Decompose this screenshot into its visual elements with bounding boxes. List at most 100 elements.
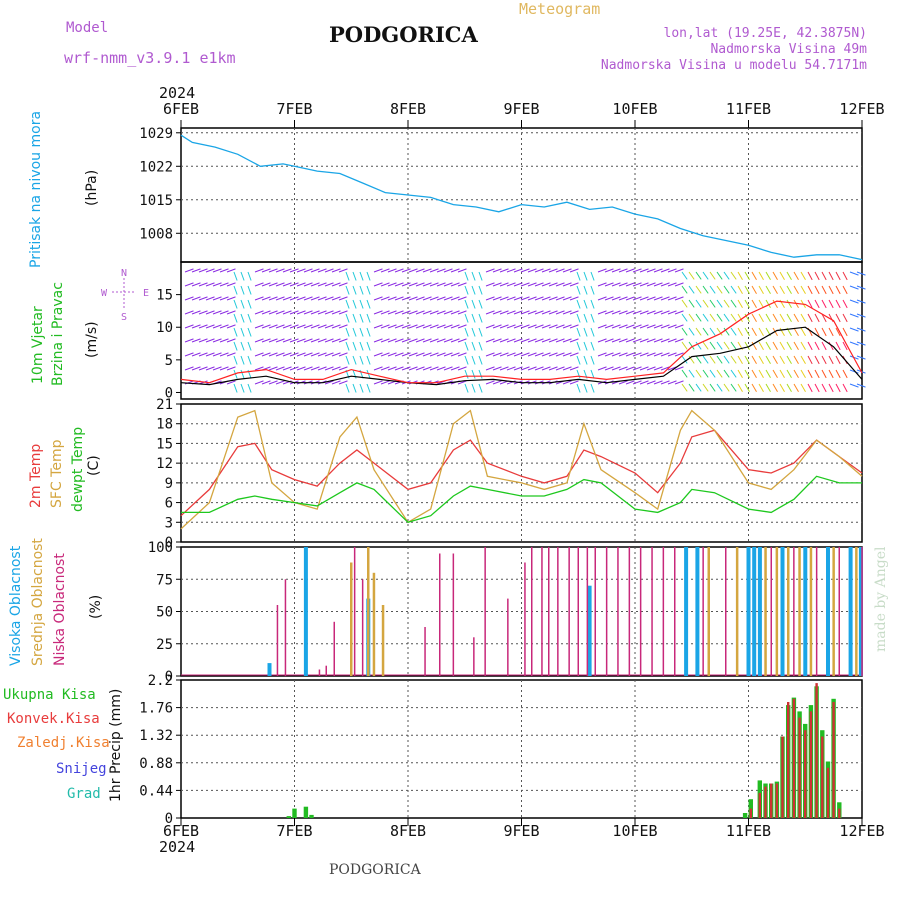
wind-arrow — [527, 268, 537, 273]
wind-arrow — [457, 324, 467, 329]
wind-arrow — [478, 299, 483, 309]
wind-arrow — [324, 282, 334, 287]
y-tick-label: 0.88 — [139, 756, 173, 772]
wind-arrow — [380, 268, 390, 273]
wind-arrow — [695, 271, 702, 280]
wind-arrow — [212, 310, 222, 315]
wind-arrow — [800, 369, 806, 379]
wind-arrow — [709, 285, 716, 294]
wind-arrow — [415, 338, 425, 343]
wind-arrow — [744, 285, 750, 295]
wind-arrow — [310, 338, 320, 343]
wind-arrow — [646, 338, 656, 343]
wind-arrow — [268, 282, 278, 287]
wind-arrow — [324, 268, 334, 273]
wind-arrow — [492, 296, 502, 301]
watermark: made by Angel — [873, 546, 889, 653]
y-tick-label: 15 — [156, 436, 173, 452]
wind-arrow — [464, 369, 469, 379]
wind-arrow — [226, 296, 236, 301]
wind-arrow — [583, 271, 588, 281]
wind-arrow — [373, 366, 383, 371]
wind-arrow — [786, 313, 792, 323]
cloud-low-bar — [605, 547, 608, 676]
wind-arrow — [821, 313, 827, 323]
wind-arrow — [394, 352, 404, 357]
wind-arrow — [443, 268, 453, 273]
wind-arrow — [478, 285, 483, 295]
wind-arrow — [394, 366, 404, 371]
wind-arrow — [772, 355, 778, 365]
wind-arrow — [478, 383, 483, 393]
wind-arrow — [695, 383, 702, 392]
precip-conv-bar — [798, 717, 801, 818]
y-tick-label: 1.32 — [139, 728, 173, 744]
wind-arrow — [653, 338, 663, 343]
wind-arrow — [443, 296, 453, 301]
wind-arrow — [527, 310, 537, 315]
wind-arrow — [737, 355, 743, 365]
wind-arrow — [450, 338, 460, 343]
wind-arrow — [359, 327, 364, 337]
footer-station: PODGORICA — [329, 862, 421, 878]
pressure-ylabel: Pritisak na nivou mora — [28, 110, 44, 268]
wind-arrow — [184, 310, 194, 315]
wind-arrow — [730, 285, 737, 294]
wind-arrow — [366, 369, 371, 379]
wind-arrow — [338, 282, 348, 287]
wind-arrow — [744, 383, 750, 393]
wind-arrow — [233, 313, 238, 323]
wind-arrow — [800, 285, 806, 295]
wind-arrow — [247, 327, 252, 337]
wind-arrow — [625, 352, 635, 357]
wind-arrow — [240, 313, 245, 323]
wind-arrow — [317, 296, 327, 301]
wind-arrow — [807, 355, 813, 365]
wind-arrow — [751, 383, 757, 393]
wind-arrow — [415, 310, 425, 315]
wind-arrow — [800, 383, 806, 393]
wind-arrow — [415, 366, 425, 371]
wind-arrow — [191, 296, 201, 301]
y-tick-label: 25 — [156, 637, 173, 653]
wind-arrow — [660, 268, 670, 273]
wind-arrow — [240, 341, 245, 351]
wind-arrow — [366, 271, 371, 281]
wind-arrow — [366, 313, 371, 323]
wind-arrow — [723, 341, 730, 350]
wind-arrow — [709, 327, 716, 336]
y-tick-label: 0 — [165, 535, 173, 551]
wind-arrow — [821, 341, 827, 351]
wind-arrow — [464, 341, 469, 351]
wind-arrow — [401, 338, 411, 343]
wind-arrow — [758, 383, 764, 393]
cloud-ylabel-high: Visoka Oblacnost — [8, 545, 24, 666]
wind-arrow — [667, 324, 677, 329]
wind-arrow — [849, 369, 859, 374]
wind-arrow — [387, 310, 397, 315]
wind-arrow — [345, 299, 350, 309]
wind-arrow — [310, 352, 320, 357]
wind-arrow — [513, 324, 523, 329]
wind-arrow — [520, 324, 530, 329]
wind-arrow — [611, 366, 621, 371]
wind-arrow — [555, 296, 565, 301]
wind-arrow — [765, 285, 771, 295]
wind-arrow — [394, 324, 404, 329]
wind-arrow — [674, 324, 684, 329]
wind-arrow — [674, 352, 684, 357]
wind-arrow — [562, 338, 572, 343]
wind-arrow — [597, 324, 607, 329]
wind-arrow — [653, 324, 663, 329]
wind-arrow — [296, 352, 306, 357]
wind-arrow — [408, 324, 418, 329]
wind-arrow — [254, 366, 264, 371]
wind-arrow — [569, 366, 579, 371]
wind-arrow — [835, 299, 841, 309]
wind-arrow — [737, 285, 743, 295]
wind-arrow — [688, 313, 695, 322]
wind-arrow — [793, 355, 799, 365]
cloud-low-bar — [702, 547, 704, 676]
cloud-low-bar — [662, 547, 665, 676]
cloud-low-bar — [541, 547, 543, 676]
